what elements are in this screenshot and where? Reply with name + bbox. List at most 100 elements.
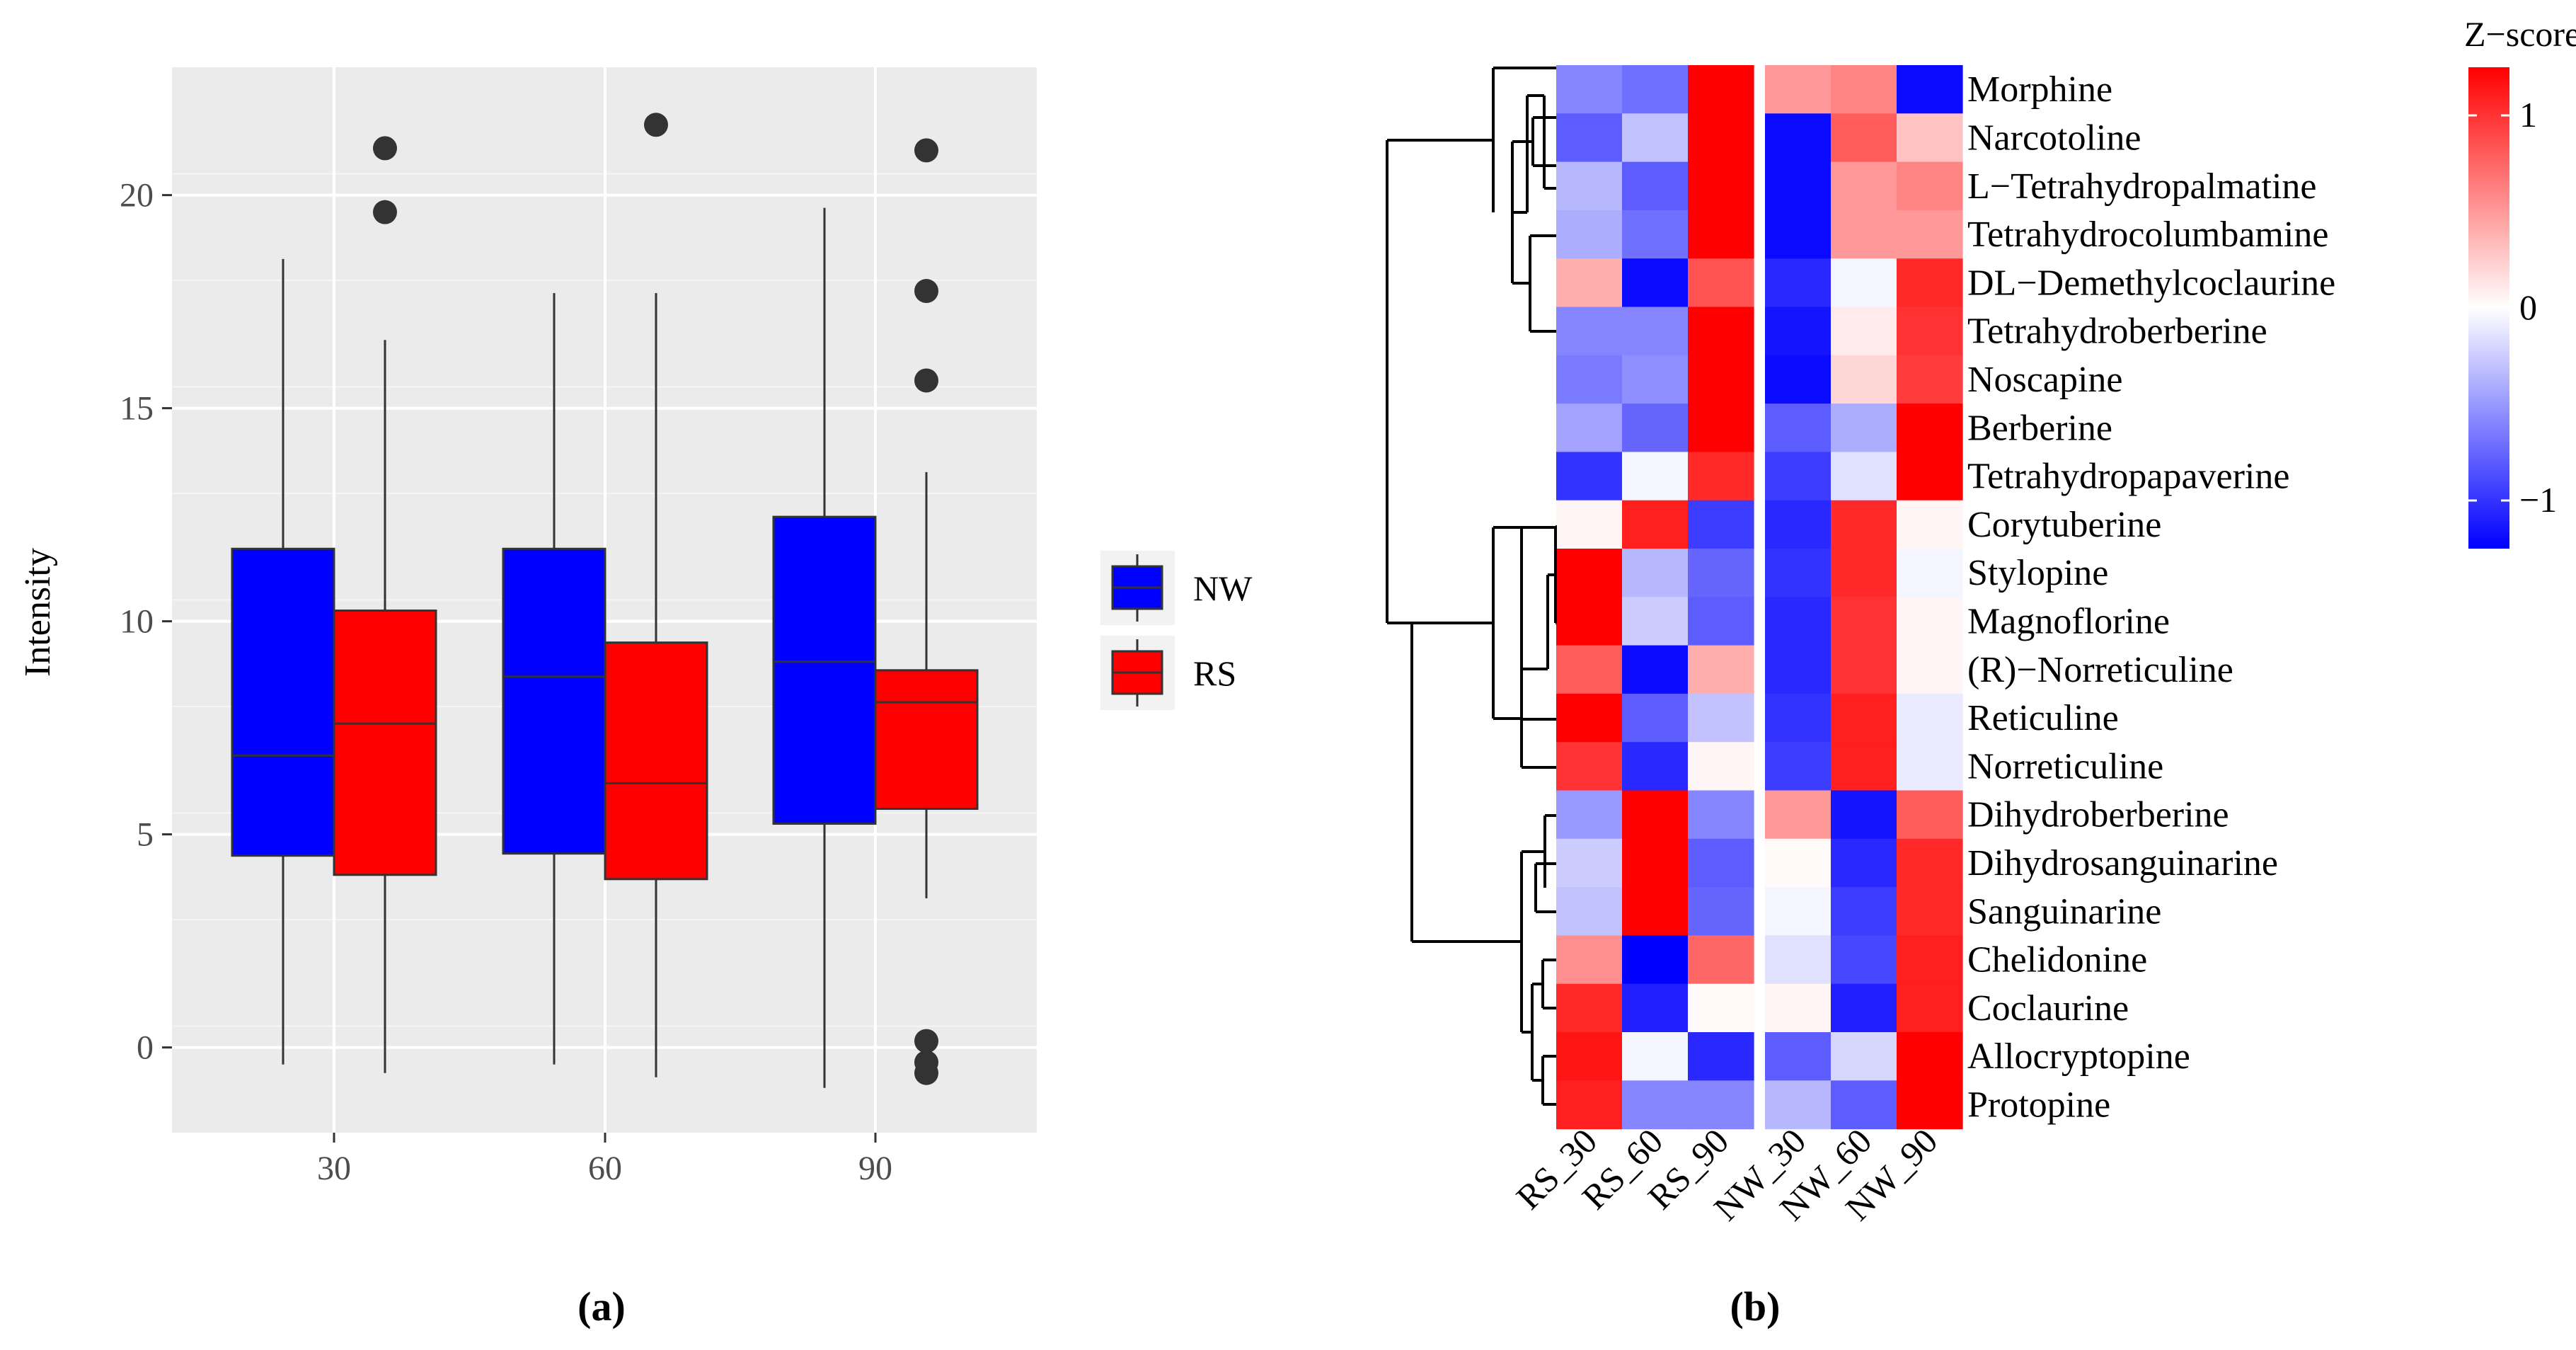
heatmap-cell <box>1556 1032 1623 1081</box>
dendrogram-branch <box>1386 140 1556 1106</box>
box-rs <box>604 641 708 881</box>
heatmap-cell <box>1556 500 1623 549</box>
heatmap-cell <box>1556 258 1623 308</box>
heatmap-cell <box>1688 935 1754 985</box>
heatmap-cell <box>1688 645 1754 694</box>
row-label: Stylopine <box>1967 553 2108 593</box>
heatmap-cell <box>1765 790 1832 840</box>
heatmap-cell <box>1831 355 1897 404</box>
heatmap-cell <box>1556 404 1623 452</box>
heatmap-cell <box>1688 983 1754 1033</box>
heatmap-cell <box>1831 404 1897 452</box>
heatmap-cell <box>1897 452 1963 501</box>
heatmap-cell <box>1897 887 1963 936</box>
heatmap-cell <box>1897 210 1963 259</box>
heatmap-cell <box>1897 1080 1963 1130</box>
heatmap-cell <box>1622 935 1689 985</box>
heatmap-cell <box>1688 693 1754 743</box>
row-label: Tetrahydropapaverine <box>1967 457 2289 497</box>
heatmap-cell <box>1765 549 1832 597</box>
heatmap-cell <box>1897 549 1963 597</box>
heatmap-cell <box>1688 742 1754 791</box>
heatmap-cell <box>1556 452 1623 501</box>
heatmap-cell <box>1688 1080 1754 1130</box>
row-label: L−Tetrahydropalmatine <box>1967 166 2317 207</box>
scale-tick-label: −1 <box>2519 480 2557 520</box>
heatmap-cell <box>1831 1032 1897 1081</box>
panel-label-b: (b) <box>1730 1283 1781 1329</box>
legend: NW RS <box>1100 551 1253 710</box>
heatmap-cell <box>1622 258 1689 308</box>
row-label: Berberine <box>1967 408 2112 448</box>
heatmap-cell <box>1831 645 1897 694</box>
heatmap-cell <box>1622 500 1689 549</box>
heatmap-cell <box>1556 693 1623 743</box>
box-nw <box>772 515 877 825</box>
heatmap-cell <box>1831 307 1897 356</box>
heatmap-cell <box>1831 549 1897 597</box>
row-label: (R)−Norreticuline <box>1967 650 2233 690</box>
dendrogram-branch <box>1387 67 1556 333</box>
heatmap-cell <box>1765 838 1832 888</box>
heatmap-cell <box>1831 790 1897 840</box>
heatmap-cell <box>1897 1032 1963 1081</box>
heatmap-cell <box>1765 452 1832 501</box>
heatmap-cell <box>1765 500 1832 549</box>
heatmap-cell <box>1765 693 1832 743</box>
scale-tick-label: 1 <box>2519 95 2537 135</box>
dendrogram <box>1386 67 1557 1106</box>
heatmap-cell <box>1556 549 1623 597</box>
outlier-point <box>644 113 668 137</box>
heatmap-cell <box>1688 549 1754 597</box>
heatmap-cell <box>1831 113 1897 163</box>
heatmap-cell <box>1556 307 1623 356</box>
heatmap-cell <box>1897 597 1963 646</box>
heatmap-cell <box>1765 258 1832 308</box>
x-axis-ticks: 30 60 90 <box>317 1133 892 1187</box>
heatmap-cell <box>1622 1032 1689 1081</box>
row-labels: Morphine Narcotoline L−Tetrahydropalmatine… <box>1967 69 2335 1125</box>
heatmap-cell <box>1765 355 1832 404</box>
heatmap-cell <box>1622 645 1689 694</box>
heatmap-cell <box>1897 742 1963 791</box>
scale-tick-label: 0 <box>2519 287 2537 327</box>
heatmap-cell <box>1622 65 1689 114</box>
heatmap-cell <box>1622 1080 1689 1130</box>
heatmap-cell <box>1556 645 1623 694</box>
legend-label-rs: RS <box>1193 653 1236 693</box>
outlier-point <box>373 200 397 224</box>
row-label: Noscapine <box>1967 360 2122 400</box>
heatmap-cell <box>1831 258 1897 308</box>
heatmap-cell <box>1831 65 1897 114</box>
heatmap-cell <box>1622 549 1689 597</box>
heatmap-cell <box>1831 983 1897 1033</box>
row-label: Tetrahydroberberine <box>1967 311 2267 352</box>
heatmap-cell <box>1556 1080 1623 1130</box>
heatmap-cell <box>1831 210 1897 259</box>
heatmap-cell <box>1765 113 1832 163</box>
box-rs <box>333 610 437 876</box>
row-label: DL−Demethylcoclaurine <box>1967 263 2335 303</box>
row-label: Dihydrosanguinarine <box>1967 843 2278 883</box>
heatmap-cell <box>1556 597 1623 646</box>
heatmap-cell <box>1897 404 1963 452</box>
row-label: Norreticuline <box>1967 746 2163 786</box>
heatmap-cell <box>1688 258 1754 308</box>
row-label: Tetrahydrocolumbamine <box>1967 214 2328 255</box>
heatmap-cell <box>1556 838 1623 888</box>
row-label: Protopine <box>1967 1085 2110 1125</box>
heatmap-cell <box>1688 500 1754 549</box>
heatmap-cell <box>1688 887 1754 936</box>
heatmap-cell <box>1556 113 1623 163</box>
box-nw <box>231 547 335 857</box>
heatmap-cell <box>1622 887 1689 936</box>
heatmap-cell <box>1622 113 1689 163</box>
heatmap-cell <box>1622 355 1689 404</box>
y-tick-label: 20 <box>120 177 154 214</box>
color-scale-ticks: 1 0 −1 <box>2468 95 2557 520</box>
row-label: Morphine <box>1967 69 2112 110</box>
heatmap-cell <box>1765 210 1832 259</box>
heatmap-cell <box>1688 452 1754 501</box>
